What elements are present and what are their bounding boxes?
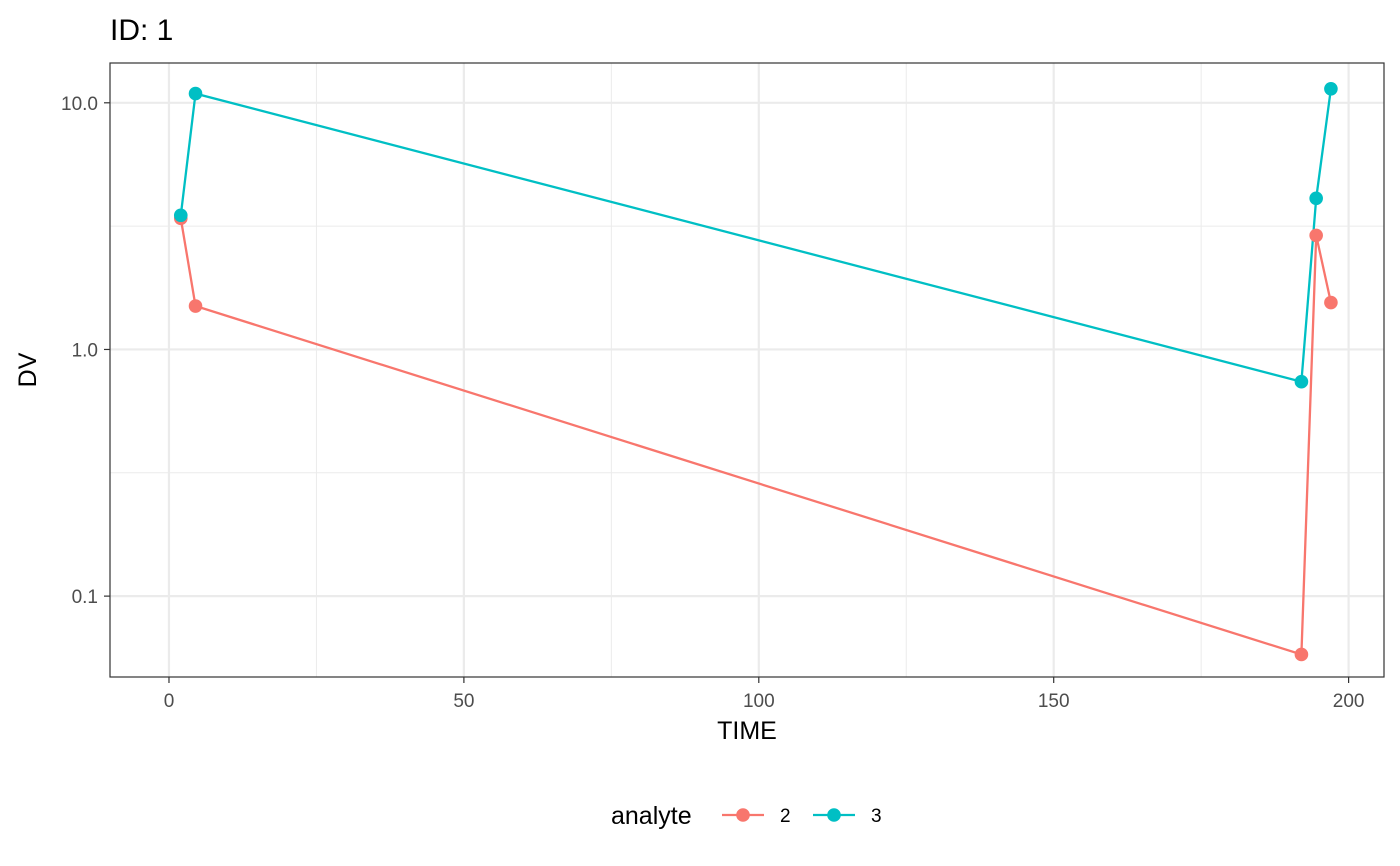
series-3-point xyxy=(1309,191,1323,206)
series-3-point xyxy=(1294,374,1309,389)
panel-border xyxy=(109,62,1385,678)
series-3-point xyxy=(1324,81,1338,96)
y-axis-title: DV xyxy=(14,352,42,387)
x-axis: 0 50 100 150 200 xyxy=(164,677,1365,712)
legend-title: analyte xyxy=(611,802,692,830)
x-tick-label: 50 xyxy=(453,691,474,712)
panel-background xyxy=(110,63,1384,677)
x-tick-label: 100 xyxy=(743,691,775,712)
minor-gridlines xyxy=(110,63,1384,677)
series-3-point xyxy=(188,86,203,101)
series-2-point xyxy=(1324,295,1338,310)
series-2-point xyxy=(1294,647,1309,662)
y-tick-label: 10.0 xyxy=(61,94,98,115)
series-2-point xyxy=(188,299,203,313)
series-points xyxy=(173,81,1338,662)
legend-key-3-point xyxy=(827,808,841,822)
chart-title: ID: 1 xyxy=(110,14,173,47)
series-3-point xyxy=(173,208,188,223)
major-gridlines xyxy=(110,63,1384,677)
x-tick-label: 0 xyxy=(164,691,175,712)
legend-label-3: 3 xyxy=(871,806,882,827)
plot-panel xyxy=(109,62,1385,678)
y-tick-label: 1.0 xyxy=(72,340,98,361)
x-tick-label: 200 xyxy=(1333,691,1365,712)
series-2-point xyxy=(1309,228,1323,243)
y-tick-label: 0.1 xyxy=(72,587,98,608)
x-axis-title: TIME xyxy=(717,717,777,745)
y-axis: 0.1 1.0 10.0 xyxy=(61,94,110,608)
legend-label-2: 2 xyxy=(780,806,791,827)
legend-key-2-point xyxy=(736,808,750,822)
x-tick-label: 150 xyxy=(1038,691,1070,712)
